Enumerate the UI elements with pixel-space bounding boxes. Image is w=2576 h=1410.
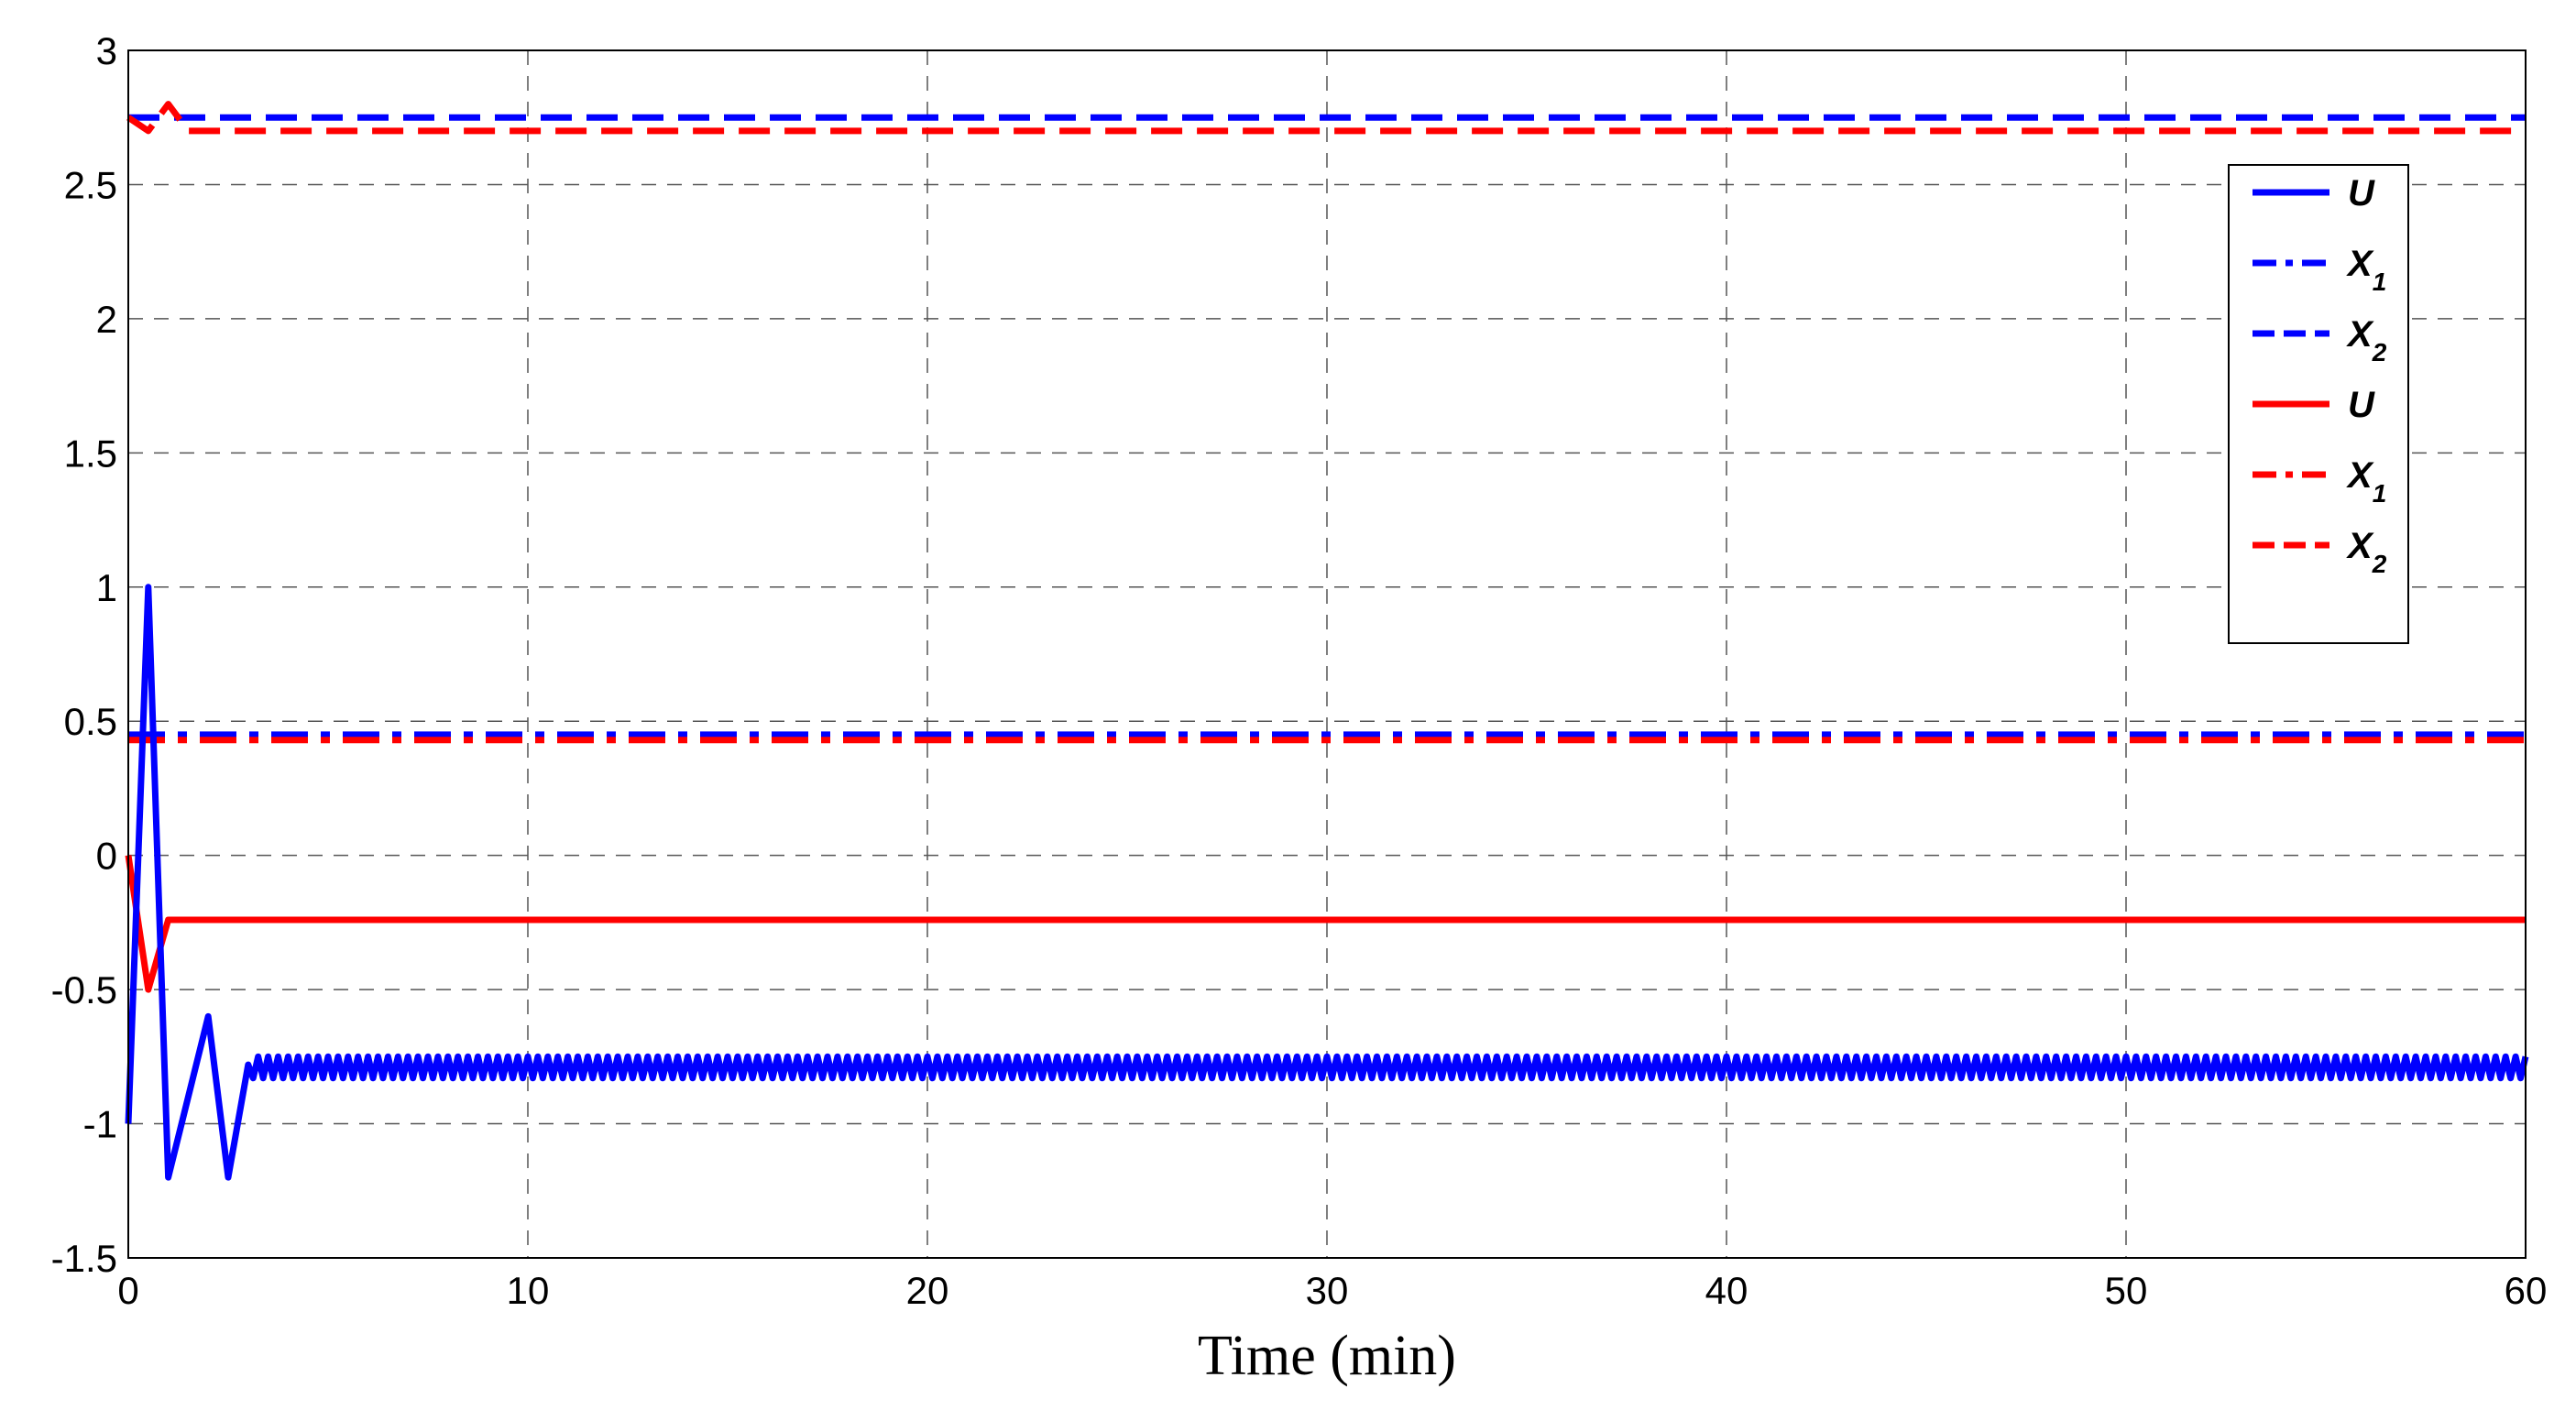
x-tick-label: 10 [507, 1269, 550, 1312]
y-tick-label: 3 [96, 29, 117, 72]
x-axis-label: Time (min) [1198, 1325, 1456, 1387]
legend-subscript: 1 [2373, 268, 2387, 296]
plot-frame [127, 49, 2527, 1259]
y-tick-label: -1.5 [51, 1237, 117, 1280]
axis-ticks: 0 10 20 30 40 50 60 -1.5 -1 -0.5 0 0.5 1 1.5 2 2.5 3 [51, 29, 2548, 1312]
x-tick-label: 50 [2105, 1269, 2148, 1312]
series-line-x2-red [126, 101, 2526, 135]
series-line-u-blue [125, 584, 2529, 1181]
series-group [125, 101, 2529, 1181]
x-tick-label: 30 [1306, 1269, 1349, 1312]
y-tick-label: 2 [96, 298, 117, 341]
x-tick-label: 60 [2505, 1269, 2548, 1312]
x-tick-label: 0 [117, 1269, 138, 1312]
y-tick-label: -0.5 [51, 968, 117, 1011]
x-tick-label: 20 [906, 1269, 949, 1312]
y-tick-label: 2.5 [64, 163, 117, 206]
y-tick-label: 1.5 [64, 432, 117, 475]
legend-subscript: 1 [2373, 479, 2387, 508]
y-tick-label: -1 [83, 1103, 117, 1146]
legend-label: U [2348, 173, 2375, 213]
x-tick-label: 40 [1705, 1269, 1748, 1312]
legend-subscript: 2 [2372, 338, 2387, 366]
y-tick-label: 1 [96, 566, 117, 609]
y-tick-label: 0.5 [64, 700, 117, 743]
legend-subscript: 2 [2372, 550, 2387, 578]
y-tick-label: 0 [96, 835, 117, 878]
legend-label: U [2348, 385, 2375, 425]
